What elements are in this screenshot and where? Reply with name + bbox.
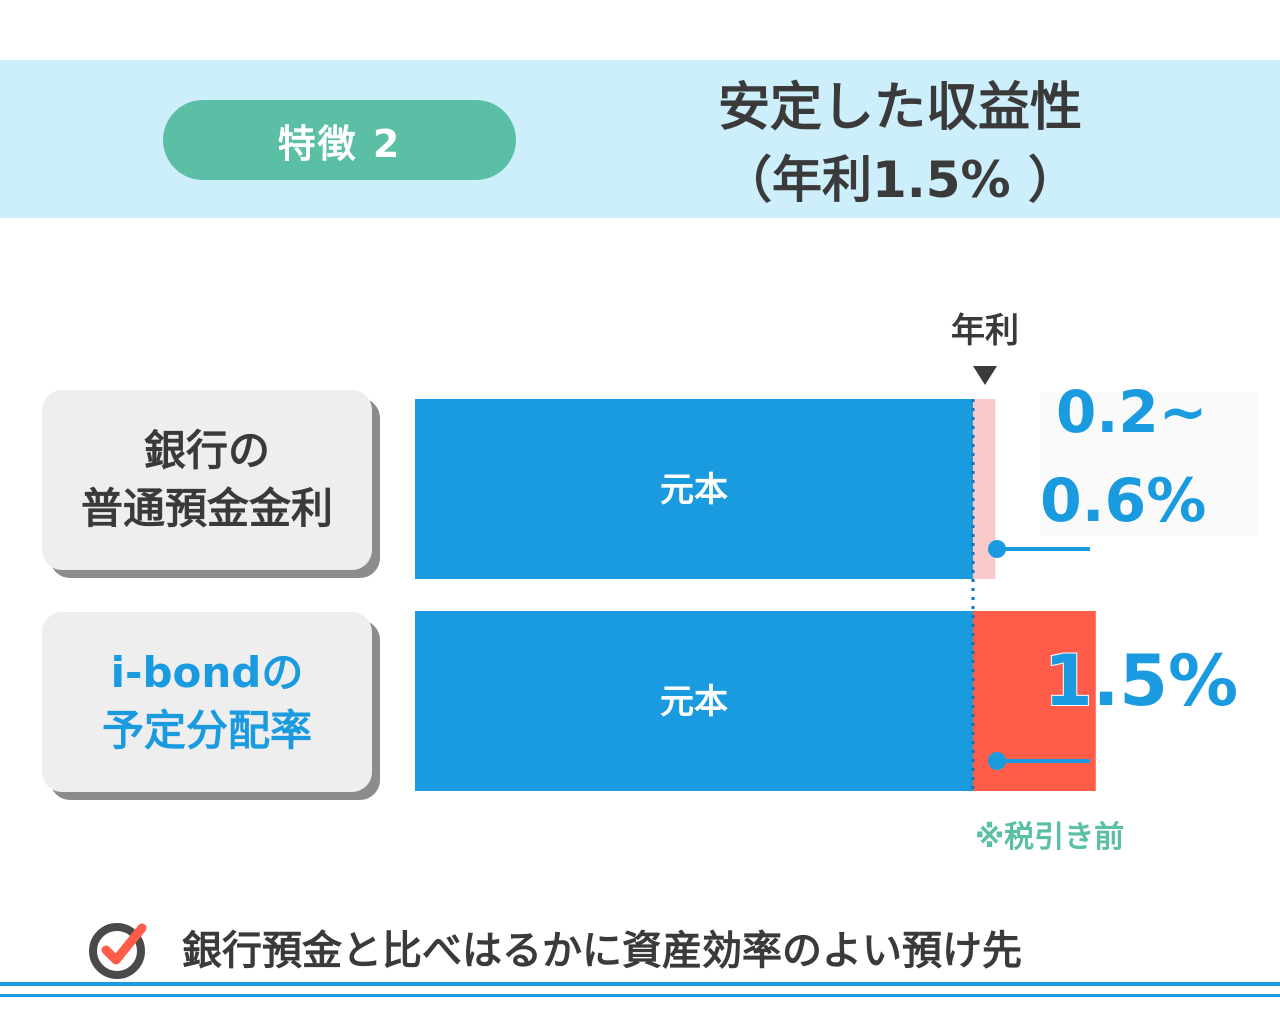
marker-label: 年利 bbox=[951, 311, 1019, 351]
footer-summary: 銀行預金と比べはるかに資産効率のよい預け先 bbox=[182, 928, 1022, 974]
bank-rate-label-line1: 0.2~ bbox=[1056, 378, 1208, 446]
pre-tax-note: ※税引き前 bbox=[975, 820, 1125, 855]
category-card-bank: 銀行の 普通預金金利 bbox=[42, 390, 372, 570]
page-title: 安定した収益性 bbox=[717, 78, 1082, 138]
bank-rate-box bbox=[1040, 392, 1258, 536]
category-label-line: 普通預金金利 bbox=[80, 484, 333, 533]
check-circle-icon bbox=[89, 923, 147, 979]
category-card-ibond: i-bondの 予定分配率 bbox=[42, 612, 372, 792]
page-subtitle: （年利1.5% ） bbox=[721, 151, 1079, 209]
ibond-rate-label: 1.5% bbox=[1043, 639, 1239, 723]
principal-bar-label: 元本 bbox=[660, 682, 728, 722]
footer-divider bbox=[0, 994, 1280, 997]
principal-bar bbox=[415, 399, 973, 579]
rate-connector-dot bbox=[988, 540, 1006, 558]
marker-triangle-icon bbox=[973, 366, 997, 385]
footer-divider bbox=[0, 982, 1280, 986]
principal-bar-label: 元本 bbox=[660, 470, 728, 510]
bank-rate-label-line2: 0.6% bbox=[1040, 466, 1207, 536]
rate-connector-dot bbox=[988, 752, 1006, 770]
category-label-line: i-bondの bbox=[110, 648, 304, 697]
category-label-line: 予定分配率 bbox=[101, 706, 312, 755]
principal-bar bbox=[415, 611, 973, 791]
feature-badge: 特徴 2 bbox=[163, 100, 516, 180]
interest-bar bbox=[973, 399, 996, 579]
category-label-line: 銀行の bbox=[143, 426, 270, 475]
